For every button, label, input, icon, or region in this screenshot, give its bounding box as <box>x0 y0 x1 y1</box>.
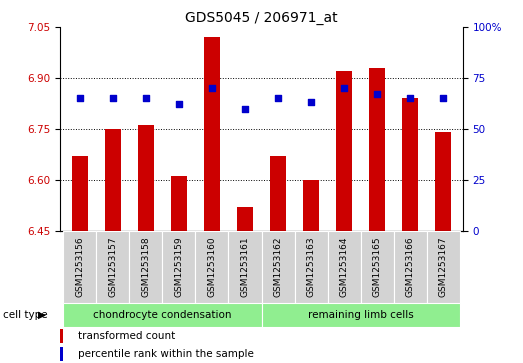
Text: transformed count: transformed count <box>78 331 176 341</box>
Bar <box>427 231 460 303</box>
Bar <box>270 156 286 231</box>
Text: cell type: cell type <box>3 310 47 320</box>
Bar <box>237 207 253 231</box>
Bar <box>170 176 187 231</box>
Bar <box>130 231 163 303</box>
Bar <box>303 180 319 231</box>
Bar <box>60 347 63 361</box>
Text: percentile rank within the sample: percentile rank within the sample <box>78 349 254 359</box>
Point <box>274 95 282 101</box>
Bar <box>369 68 385 231</box>
Point <box>76 95 84 101</box>
Text: GSM1253160: GSM1253160 <box>208 236 217 297</box>
Bar <box>327 231 360 303</box>
Bar <box>402 98 418 231</box>
Text: remaining limb cells: remaining limb cells <box>308 310 413 320</box>
Bar <box>138 126 154 231</box>
Bar <box>72 156 88 231</box>
Bar <box>393 231 427 303</box>
Text: GSM1253165: GSM1253165 <box>372 236 382 297</box>
Bar <box>360 231 393 303</box>
Text: ▶: ▶ <box>38 310 46 320</box>
Point <box>175 102 183 107</box>
Text: chondrocyte condensation: chondrocyte condensation <box>93 310 232 320</box>
Point <box>208 85 216 91</box>
Bar <box>262 231 294 303</box>
Text: GSM1253164: GSM1253164 <box>339 237 348 297</box>
Bar <box>204 37 220 231</box>
Text: GSM1253159: GSM1253159 <box>175 236 184 297</box>
Bar <box>294 231 327 303</box>
Text: GSM1253163: GSM1253163 <box>306 236 315 297</box>
Bar <box>262 303 460 327</box>
Bar <box>336 71 353 231</box>
Point <box>142 95 150 101</box>
Bar <box>163 231 196 303</box>
Bar <box>96 231 130 303</box>
Text: GSM1253157: GSM1253157 <box>108 236 118 297</box>
Bar <box>60 329 63 343</box>
Bar <box>63 231 96 303</box>
Bar <box>229 231 262 303</box>
Text: GSM1253167: GSM1253167 <box>439 236 448 297</box>
Point <box>340 85 348 91</box>
Text: GSM1253156: GSM1253156 <box>75 236 84 297</box>
Text: GSM1253158: GSM1253158 <box>141 236 151 297</box>
Point <box>373 91 381 97</box>
Bar <box>435 132 451 231</box>
Point <box>406 95 414 101</box>
Bar <box>105 129 121 231</box>
Point <box>307 99 315 105</box>
Text: GSM1253161: GSM1253161 <box>241 236 249 297</box>
Point <box>109 95 117 101</box>
Point <box>439 95 447 101</box>
Bar <box>63 303 262 327</box>
Bar <box>196 231 229 303</box>
Text: GSM1253162: GSM1253162 <box>274 237 282 297</box>
Point <box>241 106 249 111</box>
Text: GSM1253166: GSM1253166 <box>405 236 415 297</box>
Text: GDS5045 / 206971_at: GDS5045 / 206971_at <box>185 11 338 25</box>
